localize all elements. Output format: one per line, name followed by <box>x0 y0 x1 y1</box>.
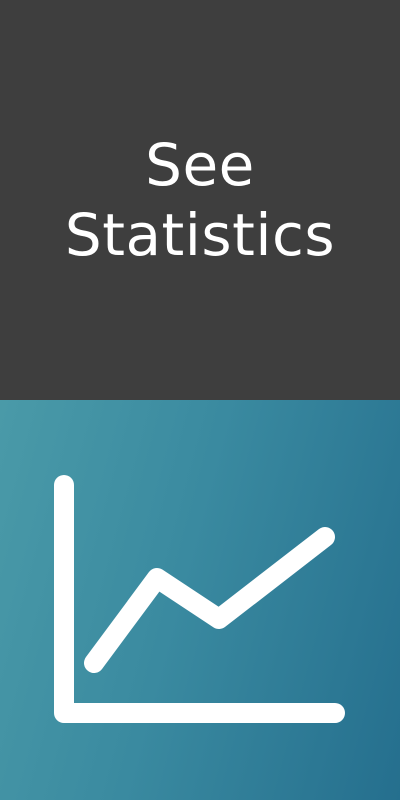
chart-axis-lines <box>54 475 345 723</box>
tile-icon-panel <box>0 400 400 800</box>
tile-title: See Statistics <box>30 130 370 270</box>
line-chart-icon <box>54 475 345 723</box>
tile-title-panel: See Statistics <box>30 130 370 270</box>
tile-title-line-1: See <box>145 131 255 199</box>
chart-trend-line <box>84 527 335 673</box>
tile-title-line-2: Statistics <box>64 201 336 269</box>
